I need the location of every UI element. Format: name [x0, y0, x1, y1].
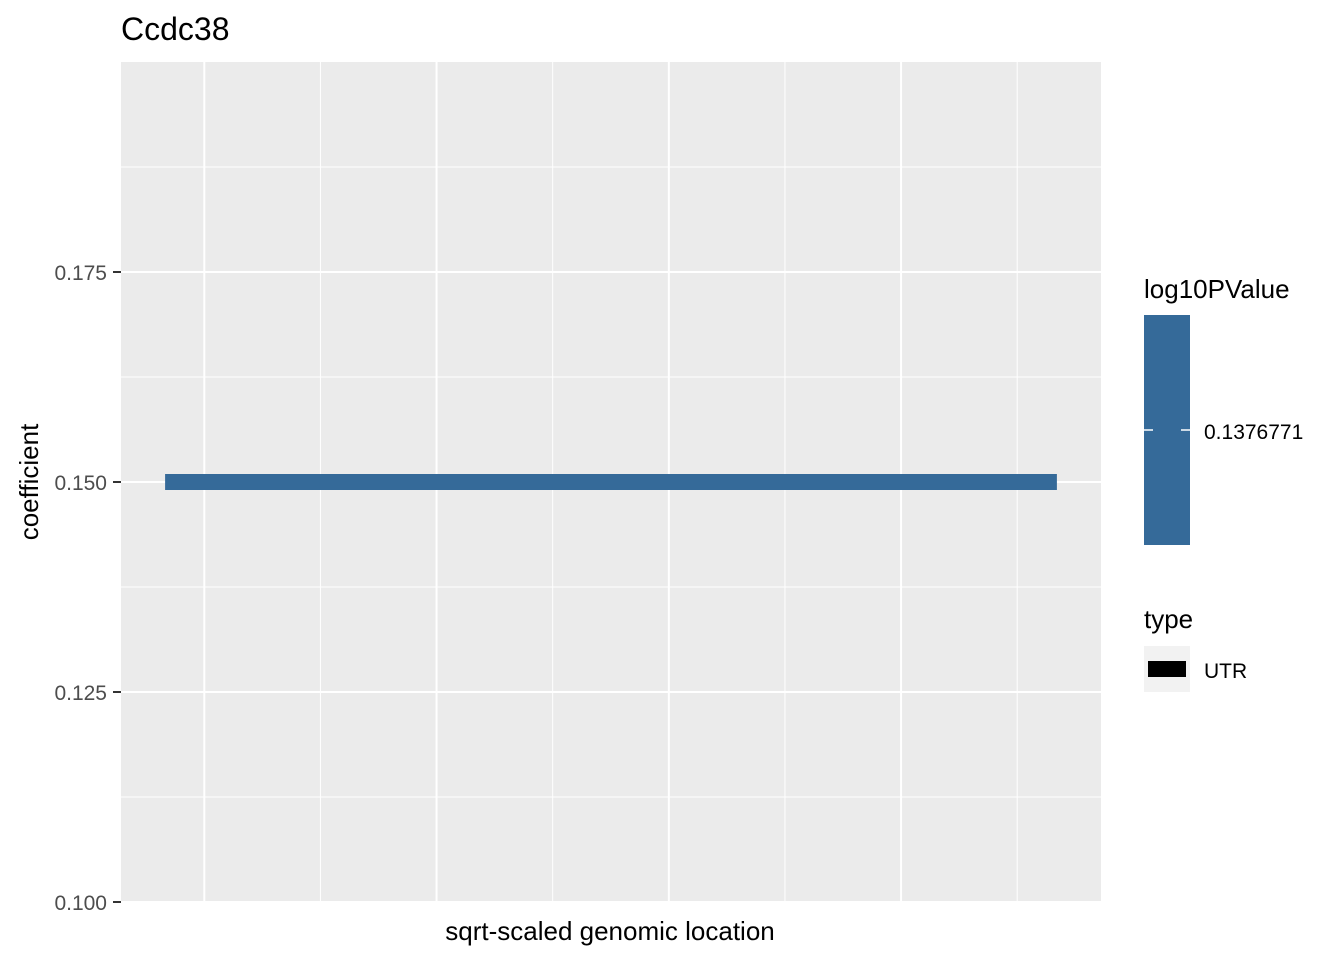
legend-type-title: type	[1144, 604, 1193, 634]
y-axis-label: coefficient	[14, 423, 44, 540]
legend-colorbar-label: 0.1376771	[1204, 421, 1303, 444]
y-tick-label: 0.175	[54, 262, 107, 285]
legend: log10PValue 0.1376771 type UTR	[1144, 274, 1303, 692]
y-tick-label: 0.125	[54, 682, 107, 705]
legend-color-title: log10PValue	[1144, 274, 1290, 304]
legend-key-utr-swatch	[1148, 661, 1186, 677]
y-tick-label: 0.150	[54, 472, 107, 495]
chart-title: Ccdc38	[121, 11, 230, 47]
y-tick-label: 0.100	[54, 892, 107, 915]
y-axis-ticks: 0.100 0.125 0.150 0.175	[54, 262, 121, 915]
x-axis-label: sqrt-scaled genomic location	[445, 916, 775, 946]
legend-item-utr-label: UTR	[1204, 660, 1247, 683]
